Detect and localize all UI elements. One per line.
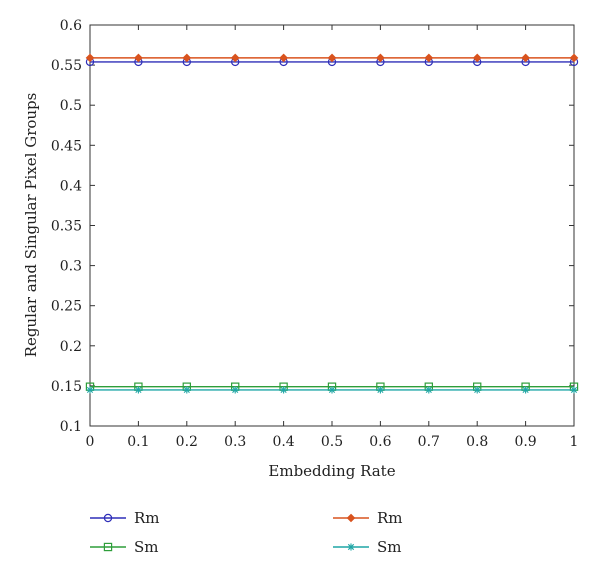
x-tick-label: 0 — [86, 434, 95, 450]
legend-swatch-marker — [347, 543, 355, 551]
legend-label: Rm — [134, 509, 160, 527]
y-tick-label: 0.6 — [60, 18, 82, 34]
x-tick-label: 0.6 — [369, 434, 391, 450]
data-point — [570, 386, 578, 394]
data-point — [183, 386, 191, 394]
x-tick-label: 0.1 — [127, 434, 149, 450]
y-tick-label: 0.55 — [51, 58, 82, 74]
data-point — [134, 53, 143, 63]
y-tick-label: 0.1 — [60, 419, 82, 435]
data-point — [425, 386, 433, 394]
y-tick-label: 0.25 — [51, 299, 82, 315]
data-point — [279, 53, 288, 63]
y-tick-label: 0.35 — [51, 219, 82, 235]
plot-area-frame — [89, 24, 575, 427]
legend-swatch-marker — [103, 542, 113, 552]
legend-swatch-marker — [103, 513, 113, 523]
data-point — [522, 386, 530, 394]
y-tick-label: 0.3 — [60, 259, 82, 275]
series-2-rm — [85, 53, 579, 63]
x-axis-title: Embedding Rate — [268, 462, 395, 480]
x-tick-label: 0.4 — [272, 434, 294, 450]
legend-label: Rm — [377, 509, 403, 527]
data-point — [569, 53, 579, 63]
y-tick-label: 0.15 — [51, 379, 82, 395]
data-point — [376, 386, 384, 394]
data-point — [424, 53, 434, 63]
data-point — [134, 386, 142, 394]
ticks-layer: 0 0.1 0.2 0.3 0.4 0.5 0.6 0.7 0.8 0.9 10.10.150.20… — [51, 18, 579, 450]
data-point — [472, 53, 482, 63]
data-point — [328, 386, 336, 394]
legend-swatch-marker — [346, 513, 356, 523]
data-point — [182, 53, 192, 63]
data-point — [473, 386, 481, 394]
y-tick-label: 0.4 — [60, 178, 82, 194]
y-tick-label: 0.2 — [60, 339, 82, 355]
x-tick-label: 0.7 — [418, 434, 440, 450]
y-tick-label: 0.45 — [51, 138, 82, 154]
data-point — [376, 53, 385, 63]
legend-item: Sm — [333, 538, 402, 556]
data-point — [230, 53, 240, 63]
x-tick-label: 1 — [570, 434, 579, 450]
legend-label: Sm — [377, 538, 402, 556]
legend-item: Sm — [90, 538, 159, 556]
data-point — [521, 53, 530, 63]
legend-item: Rm — [90, 509, 160, 527]
legend: Rm Rm Sm Sm — [90, 509, 403, 556]
y-axis-title: Regular and Singular Pixel Groups — [22, 93, 40, 358]
x-tick-label: 0.5 — [321, 434, 343, 450]
data-point — [280, 386, 288, 394]
data-point — [327, 53, 337, 63]
data-point — [85, 53, 95, 63]
legend-label: Sm — [134, 538, 159, 556]
y-tick-label: 0.5 — [60, 98, 82, 114]
x-tick-label: 0.2 — [176, 434, 198, 450]
x-tick-label: 0.8 — [466, 434, 488, 450]
data-point — [86, 386, 94, 394]
x-tick-label: 0.9 — [514, 434, 536, 450]
legend-item: Rm — [333, 509, 403, 527]
series-4-sm — [86, 386, 578, 394]
data-point — [231, 386, 239, 394]
x-tick-label: 0.3 — [224, 434, 246, 450]
series-layer — [85, 53, 579, 394]
